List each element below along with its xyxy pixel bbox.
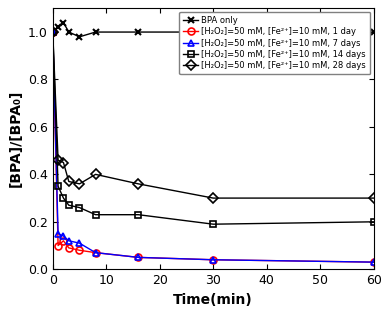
Legend: BPA only, [H₂O₂]=50 mM, [Fe²⁺]=10 mM, 1 day, [H₂O₂]=50 mM, [Fe²⁺]=10 mM, 7 days,: BPA only, [H₂O₂]=50 mM, [Fe²⁺]=10 mM, 1 …	[179, 12, 370, 74]
Y-axis label: [BPA]/[BPA₀]: [BPA]/[BPA₀]	[8, 90, 22, 187]
X-axis label: Time(min): Time(min)	[174, 293, 253, 307]
